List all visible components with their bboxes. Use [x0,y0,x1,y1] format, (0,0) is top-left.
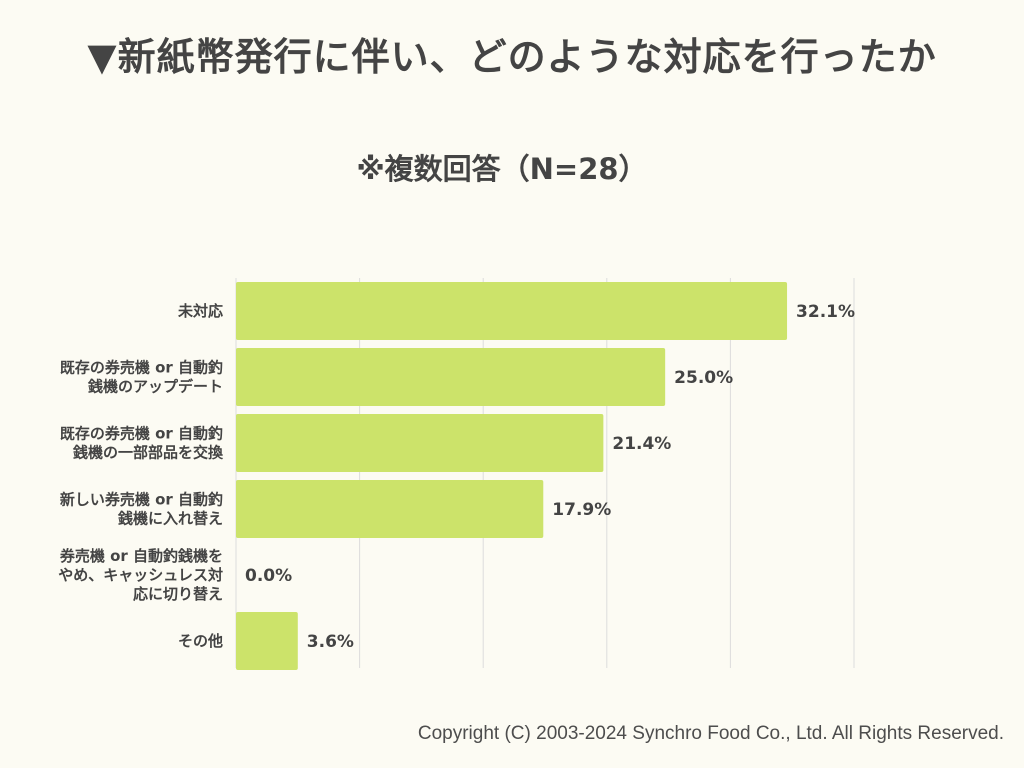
category-label: その他 [178,632,223,650]
category-label-line: 新しい券売機 or 自動釣 [60,491,223,509]
category-label: 未対応 [177,302,223,320]
bar [236,414,604,472]
category-label: 券売機 or 自動釣銭機をやめ、キャッシュレス対応に切り替え [58,547,223,603]
category-label: 既存の券売機 or 自動釣銭機のアップデート [60,359,223,396]
data-label: 17.9% [552,500,611,520]
bar [236,612,298,670]
data-label: 32.1% [796,302,855,322]
category-label-line: その他 [178,632,223,650]
bar [236,348,666,406]
data-label: 0.0% [245,566,292,586]
data-label: 3.6% [307,632,354,652]
category-label-line: 既存の券売機 or 自動釣 [60,359,223,377]
chart-subtitle: ※複数回答（N=28） [356,152,648,186]
category-label-line: 銭機のアップデート [87,378,223,396]
category-label-line: やめ、キャッシュレス対 [58,566,223,584]
copyright-text: Copyright (C) 2003-2024 Synchro Food Co.… [417,723,1004,744]
data-label: 25.0% [674,368,733,388]
category-label-line: 既存の券売機 or 自動釣 [60,425,223,443]
category-label: 新しい券売機 or 自動釣銭機に入れ替え [60,491,223,528]
category-label: 既存の券売機 or 自動釣銭機の一部部品を交換 [60,425,224,462]
category-label-line: 銭機の一部部品を交換 [72,444,224,462]
category-label-line: 銭機に入れ替え [117,510,223,528]
category-label-line: 券売機 or 自動釣銭機を [60,547,223,565]
category-label-line: 未対応 [177,302,223,320]
bar [236,480,544,538]
chart-title: ▼新紙幣発行に伴い、どのような対応を行ったか [87,35,937,79]
data-label: 21.4% [612,434,671,454]
category-label-line: 応に切り替え [133,585,223,603]
bar [236,282,788,340]
